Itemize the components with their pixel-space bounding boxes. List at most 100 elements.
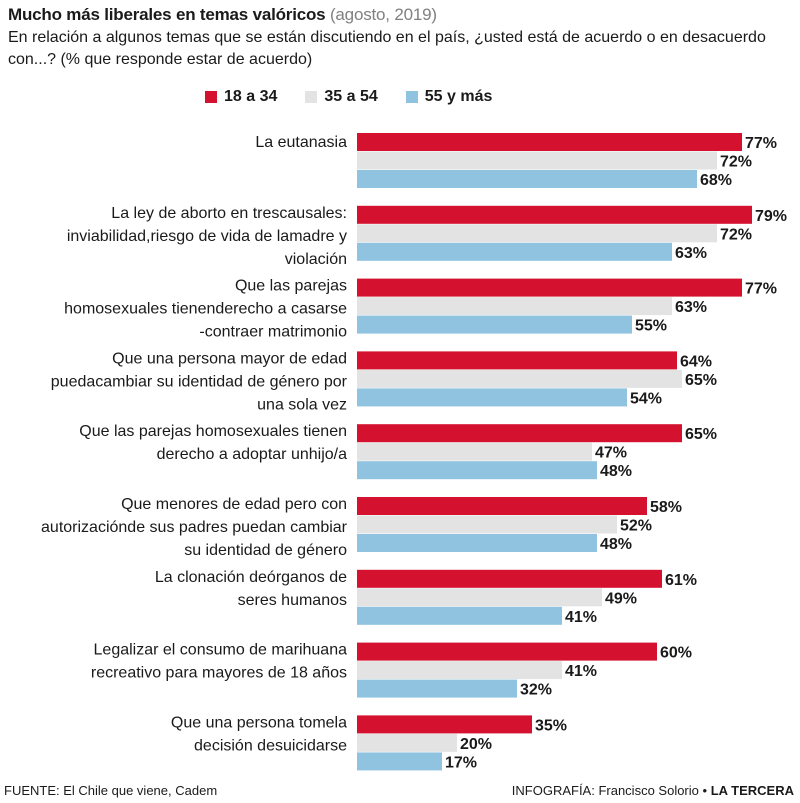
value-label-35-54: 72% (720, 154, 752, 171)
source-note: FUENTE: El Chile que viene, Cadem (4, 783, 217, 799)
value-label-18-34: 79% (755, 208, 787, 225)
bar-18-34 (357, 715, 532, 734)
bar-group: Que las parejas homosexuales tienen derec… (79, 423, 717, 480)
bar-35-54 (357, 369, 682, 388)
legend-label-18-34: 18 a 34 (224, 88, 278, 105)
category-label: una sola vez (257, 396, 347, 413)
bar-group: La clonación deórganos de seres humanos 61… (155, 569, 697, 626)
value-label-55-plus: 17% (445, 754, 477, 771)
category-label: homosexuales tienenderecho a casarse (64, 301, 347, 318)
category-label: recreativo para mayores de 18 años (91, 665, 347, 682)
category-label: La ley de aborto en trescausales: (111, 205, 347, 222)
value-label-18-34: 61% (665, 572, 697, 589)
value-label-35-54: 47% (595, 445, 627, 462)
credit-note: INFOGRAFÍA: Francisco Solorio • LA TERCE… (512, 783, 794, 799)
category-label: Que una persona tomela (171, 714, 347, 731)
category-label: Que una persona mayor de edad (112, 350, 347, 367)
category-label: seres humanos (238, 592, 347, 609)
bar-35-54 (357, 297, 672, 316)
bar-group: Que las parejas homosexuales tienenderech… (64, 278, 777, 341)
value-label-35-54: 63% (675, 299, 707, 316)
value-label-18-34: 35% (535, 717, 567, 734)
bar-18-34 (357, 569, 662, 588)
chart-subtitle: En relación a algunos temas que se están… (8, 29, 766, 68)
legend-label-55-plus: 55 y más (424, 88, 493, 105)
value-label-55-plus: 48% (600, 536, 632, 553)
category-label: -contraer matrimonio (199, 324, 347, 341)
category-label: violación (285, 251, 347, 268)
legend-item-18-34: 18 a 34 (205, 88, 277, 106)
value-label-55-plus: 55% (635, 318, 667, 335)
title-date: (agosto, 2019) (329, 5, 437, 24)
bar-group: La ley de aborto en trescausales: inviabi… (67, 205, 787, 268)
category-label: su identidad de género (184, 542, 347, 559)
category-label: derecho a adoptar unhijo/a (157, 446, 347, 463)
credit-separator: • (702, 783, 708, 798)
title-bold: Mucho más liberales en temas valóricos (8, 5, 326, 24)
bar-35-54 (357, 733, 457, 752)
legend-swatch-35-54 (305, 91, 318, 103)
bar-35-54 (357, 224, 717, 243)
value-label-18-34: 77% (745, 135, 777, 152)
legend-item-35-54: 35 a 54 (305, 88, 378, 106)
bar-35-54 (357, 661, 562, 680)
value-label-18-34: 65% (685, 426, 717, 443)
category-label: puedacambiar su identidad de género por (51, 373, 348, 390)
value-label-35-54: 49% (605, 590, 637, 607)
bar-18-34 (357, 133, 742, 151)
legend-item-55-plus: 55 y más (405, 88, 493, 106)
category-label: Legalizar el consumo de marihuana (94, 642, 348, 659)
bar-55-plus (357, 461, 597, 480)
bar-55-plus (357, 534, 597, 552)
bar-18-34 (357, 642, 657, 661)
bar-group: Que una persona mayor de edad puedacambia… (51, 350, 717, 413)
bar-group: Que menores de edad pero con autorización… (41, 496, 682, 559)
bar-55-plus (357, 388, 627, 407)
bar-55-plus (357, 752, 442, 771)
value-label-18-34: 64% (680, 353, 712, 370)
category-label: decisión desuicidarse (194, 737, 347, 754)
brand-text: LA TERCERA (710, 783, 794, 798)
value-label-35-54: 20% (460, 736, 492, 753)
bar-55-plus (357, 315, 632, 334)
bar-35-54 (357, 515, 617, 534)
legend-label-35-54: 35 a 54 (324, 88, 378, 105)
bar-35-54 (357, 151, 717, 170)
category-label: autorizaciónde sus padres puedan cambiar (41, 519, 348, 536)
bar-18-34 (357, 278, 742, 297)
value-label-55-plus: 48% (600, 463, 632, 480)
chart-header: Mucho más liberales en temas valóricos (… (8, 4, 794, 71)
bar-18-34 (357, 351, 677, 370)
value-label-35-54: 65% (685, 372, 717, 389)
value-label-55-plus: 32% (520, 682, 552, 699)
category-label: La eutanasia (255, 134, 347, 151)
credit-text: INFOGRAFÍA: Francisco Solorio (511, 783, 699, 798)
value-label-35-54: 52% (620, 518, 652, 535)
legend-swatch-55-plus (405, 91, 418, 103)
bar-55-plus (357, 606, 562, 625)
bar-55-plus (357, 679, 517, 698)
bar-35-54 (357, 442, 592, 461)
bar-group: Que una persona tomela decisión desuicida… (171, 714, 567, 771)
bar-55-plus (357, 242, 672, 261)
bar-group: La eutanasia 77% 72%68% (255, 133, 777, 189)
bar-18-34 (357, 497, 647, 515)
bar-55-plus (357, 170, 697, 188)
bar-18-34 (357, 424, 682, 443)
value-label-55-plus: 41% (565, 609, 597, 626)
category-label: inviabilidad,riesgo de vida de lamadre y (67, 228, 347, 245)
legend-swatch-18-34 (205, 91, 217, 103)
category-label: La clonación deórganos de (155, 569, 347, 586)
bar-35-54 (357, 588, 602, 607)
value-label-18-34: 60% (660, 645, 692, 662)
legend: 18 a 34 35 a 54 55 y más (205, 88, 492, 106)
value-label-18-34: 58% (650, 499, 682, 516)
value-label-55-plus: 68% (700, 172, 732, 189)
bar-group: Legalizar el consumo de marihuana recreat… (91, 642, 692, 699)
value-label-35-54: 72% (720, 226, 752, 243)
category-label: Que las parejas (235, 278, 347, 295)
chart-title: Mucho más liberales en temas valóricos (… (8, 4, 794, 26)
bar-18-34 (357, 205, 752, 224)
value-label-18-34: 77% (745, 281, 777, 298)
